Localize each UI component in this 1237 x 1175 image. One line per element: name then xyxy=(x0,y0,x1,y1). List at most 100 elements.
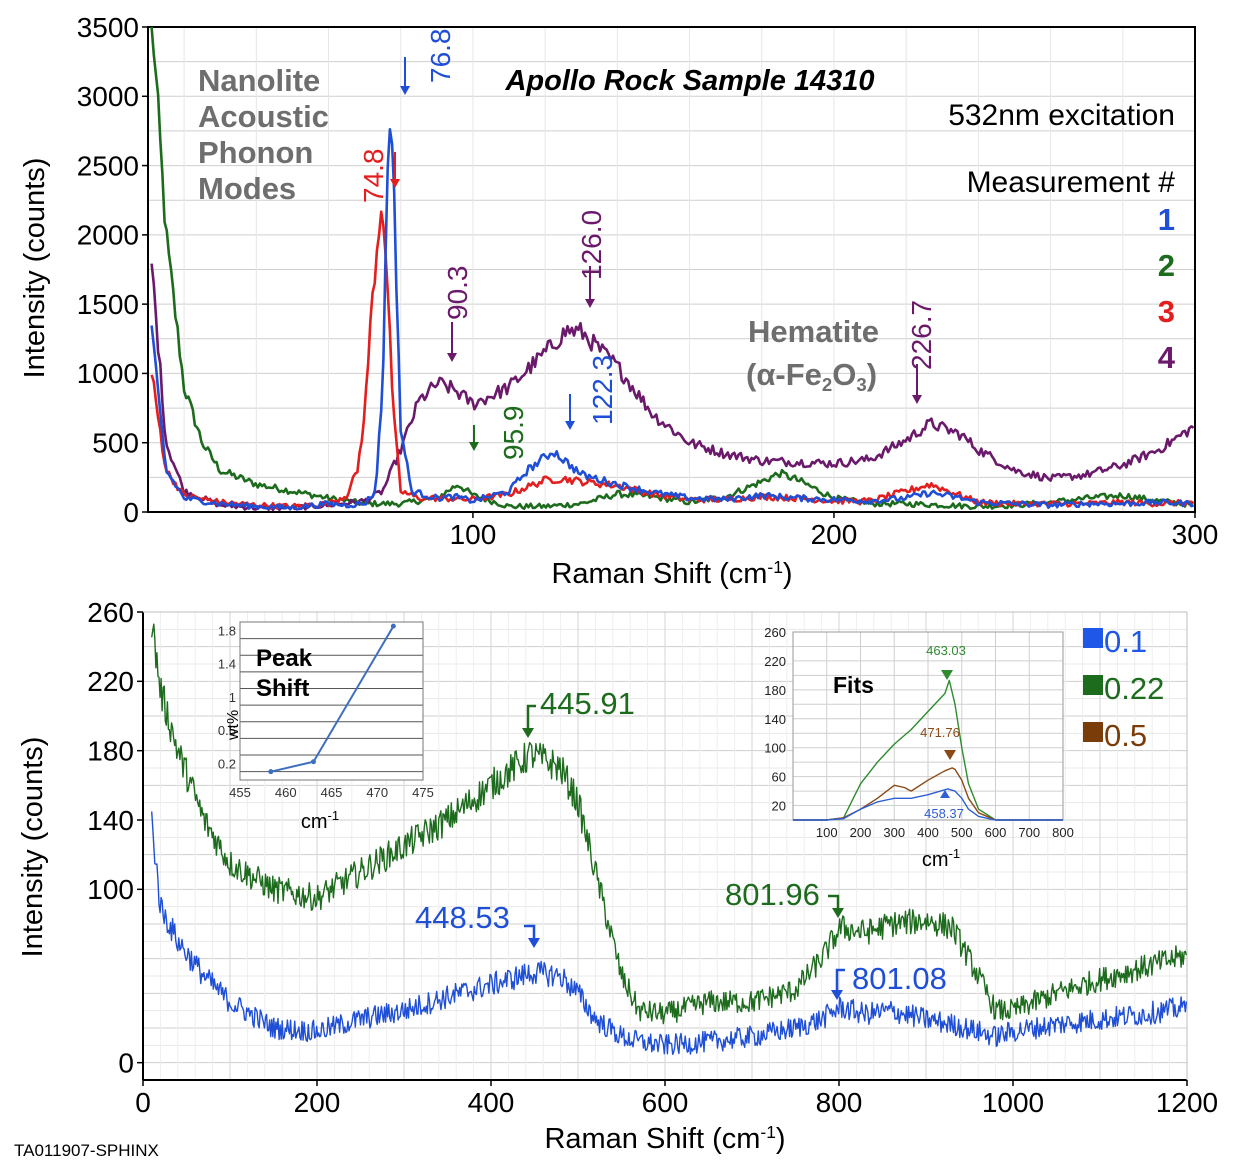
bottom-legend-label-0.5: 0.5 xyxy=(1104,718,1147,753)
annotation-hematite-formula: (α-Fe2O3) xyxy=(746,357,877,395)
top-legend-title: Measurement # xyxy=(967,166,1176,199)
x-tick-label: 1200 xyxy=(1156,1087,1218,1118)
inset-fits-peak-label-463.03: 463.03 xyxy=(926,643,966,658)
y-tick-label: 0 xyxy=(123,497,139,528)
inset-fits: 20 60 100 140 180 220 260 100 200 300 400 500 600 700… xyxy=(764,625,1074,871)
top-peak-arrow-74.8 xyxy=(390,152,400,188)
top-series-line-2 xyxy=(150,26,1194,511)
bottom-y-axis-label: Intensity (counts) xyxy=(17,737,49,958)
bottom-peak-arrow-801.96 xyxy=(828,894,844,918)
inset-peak-shift-point xyxy=(310,759,316,765)
y-tick-label: 260 xyxy=(87,597,134,628)
top-peak-arrow-76.8 xyxy=(400,57,410,95)
inset-peak-shift-point xyxy=(268,769,274,775)
annotation-hematite: Hematite xyxy=(748,314,879,349)
inset-peak-shift-xtick: 460 xyxy=(275,785,297,800)
inset-fits-line-0.1 xyxy=(793,788,1063,821)
inset-peak-shift-frame xyxy=(239,621,424,781)
inset-peak-shift-xtick: 465 xyxy=(321,785,343,800)
y-tick-label: 500 xyxy=(92,428,139,459)
annotation-nanolite-line: Nanolite xyxy=(198,63,320,98)
inset-fits-xtick: 500 xyxy=(951,825,973,840)
inset-fits-ytick: 100 xyxy=(764,741,786,756)
bottom-legend-label-0.22: 0.22 xyxy=(1104,671,1164,706)
inset-fits-peak-arrow-458.37 xyxy=(940,790,950,798)
y-tick-label: 180 xyxy=(87,735,134,766)
x-tick-label: 100 xyxy=(450,519,497,550)
top-chart: 0 500 1000 1500 2000 2500 3000 3500 100 200 300 Apo… xyxy=(77,12,1219,550)
top-y-axis-label: Intensity (counts) xyxy=(19,158,51,379)
inset-peak-shift-title-line1: Peak xyxy=(256,645,313,672)
inset-fits-xtick: 100 xyxy=(816,825,838,840)
inset-fits-peak-label-471.76: 471.76 xyxy=(920,725,960,740)
inset-peak-shift-ytick: 1.4 xyxy=(218,657,236,672)
y-tick-label: 3500 xyxy=(77,12,139,43)
y-tick-label: 3000 xyxy=(77,81,139,112)
annotation-nanolite-line: Phonon xyxy=(198,135,313,170)
top-peak-arrow-126.0 xyxy=(585,266,595,308)
y-tick-label: 1500 xyxy=(77,289,139,320)
x-tick-label: 200 xyxy=(294,1087,341,1118)
top-peak-label-90.3: 90.3 xyxy=(442,266,473,321)
inset-peak-shift-xtick: 455 xyxy=(229,785,251,800)
top-plot-frame xyxy=(147,26,1196,513)
inset-peak-shift-ytick: 1 xyxy=(229,690,236,705)
inset-fits-peak-arrow-463.03 xyxy=(941,670,953,680)
inset-peak-shift-ytick: 0.2 xyxy=(218,756,236,771)
top-peak-arrow-122.3 xyxy=(565,394,575,430)
top-legend-entry-1: 1 xyxy=(1158,202,1175,237)
y-tick-label: 1000 xyxy=(77,358,139,389)
inset-fits-xtick: 300 xyxy=(883,825,905,840)
inset-fits-xtick: 700 xyxy=(1018,825,1040,840)
y-tick-label: 0 xyxy=(118,1047,134,1078)
inset-fits-ytick: 220 xyxy=(764,654,786,669)
inset-fits-xtick: 400 xyxy=(917,825,939,840)
inset-fits-xtick: 800 xyxy=(1052,825,1074,840)
inset-fits-peak-label-458.37: 458.37 xyxy=(924,806,964,821)
top-peak-label-126.0: 126.0 xyxy=(576,210,607,280)
bottom-peak-arrow-448.53 xyxy=(524,924,540,948)
x-tick-label: 1000 xyxy=(982,1087,1044,1118)
inset-fits-ytick: 140 xyxy=(764,712,786,727)
inset-fits-ytick: 60 xyxy=(772,770,786,785)
bottom-legend-swatch-0.22 xyxy=(1083,675,1103,695)
x-tick-label: 600 xyxy=(642,1087,689,1118)
bottom-peak-label-801.96: 801.96 xyxy=(725,877,820,912)
inset-fits-peak-arrow-471.76 xyxy=(944,750,956,760)
y-tick-label: 2000 xyxy=(77,220,139,251)
top-legend-entry-3: 3 xyxy=(1158,294,1175,329)
bottom-peak-label-801.08: 801.08 xyxy=(852,961,947,996)
bottom-peak-arrow-445.91 xyxy=(522,704,536,738)
x-tick-label: 300 xyxy=(1172,519,1219,550)
figure-id-label: TA011907-SPHINX xyxy=(14,1141,159,1160)
bottom-legend-swatch-0.5 xyxy=(1083,722,1103,742)
inset-fits-frame xyxy=(792,631,1064,821)
inset-peak-shift-point xyxy=(390,623,396,629)
bottom-peak-label-445.91: 445.91 xyxy=(540,686,635,721)
top-peak-label-74.8: 74.8 xyxy=(358,149,389,204)
inset-peak-shift: 0.2 0.6 1 1.4 1.8 455 460 465 470 475 Peak Shift wt%… xyxy=(218,621,434,833)
top-title: Apollo Rock Sample 14310 xyxy=(504,65,874,97)
bottom-x-axis-label: Raman Shift (cm-1) xyxy=(544,1122,785,1155)
inset-fits-xtick: 200 xyxy=(850,825,872,840)
inset-fits-ytick: 180 xyxy=(764,683,786,698)
bottom-peak-label-448.53: 448.53 xyxy=(415,900,510,935)
x-tick-label: 400 xyxy=(468,1087,515,1118)
top-peak-label-226.7: 226.7 xyxy=(906,300,937,370)
top-legend-entry-2: 2 xyxy=(1158,248,1175,283)
inset-peak-shift-title-line2: Shift xyxy=(256,675,309,702)
top-peak-label-122.3: 122.3 xyxy=(587,355,618,425)
bottom-peak-arrow-801.08 xyxy=(831,968,845,1000)
top-peak-label-95.9: 95.9 xyxy=(498,406,529,461)
top-peak-arrow-95.9 xyxy=(469,425,479,451)
top-peak-arrow-90.3 xyxy=(447,322,457,362)
inset-fits-xtick: 600 xyxy=(985,825,1007,840)
x-tick-label: 200 xyxy=(811,519,858,550)
top-subtitle: 532nm excitation xyxy=(948,99,1175,132)
x-tick-label: 800 xyxy=(816,1087,863,1118)
y-tick-label: 100 xyxy=(87,874,134,905)
y-tick-label: 220 xyxy=(87,666,134,697)
inset-peak-shift-xlabel: cm-1 xyxy=(301,808,339,833)
bottom-series-line-blue xyxy=(151,811,1187,1055)
bottom-series-line-green xyxy=(151,623,1187,1025)
